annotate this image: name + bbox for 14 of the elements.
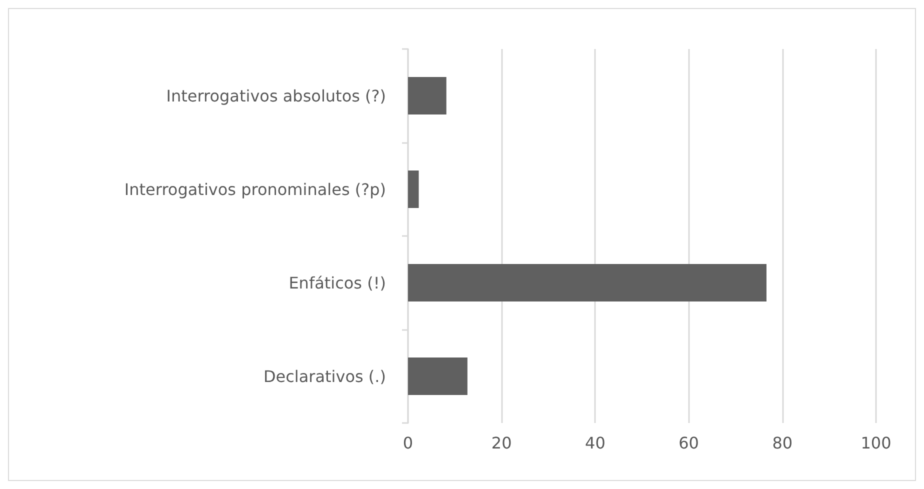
bar (408, 77, 446, 114)
x-tick-label: 0 (402, 434, 414, 452)
y-tick-label: Declarativos (.) (263, 366, 386, 386)
x-tick-label: 40 (585, 434, 606, 452)
bar (408, 358, 468, 395)
y-tick-label: Enfáticos (!) (288, 273, 386, 292)
bar (408, 170, 419, 208)
x-tick-label: 80 (772, 434, 793, 452)
x-tick-label: 20 (491, 434, 512, 452)
y-tick-label: Interrogativos absolutos (?) (166, 86, 386, 106)
bar (408, 264, 766, 302)
x-tick-label: 60 (678, 434, 699, 452)
x-tick-label: 100 (860, 434, 892, 452)
y-tick-label: Interrogativos pronominales (?p) (124, 180, 386, 199)
